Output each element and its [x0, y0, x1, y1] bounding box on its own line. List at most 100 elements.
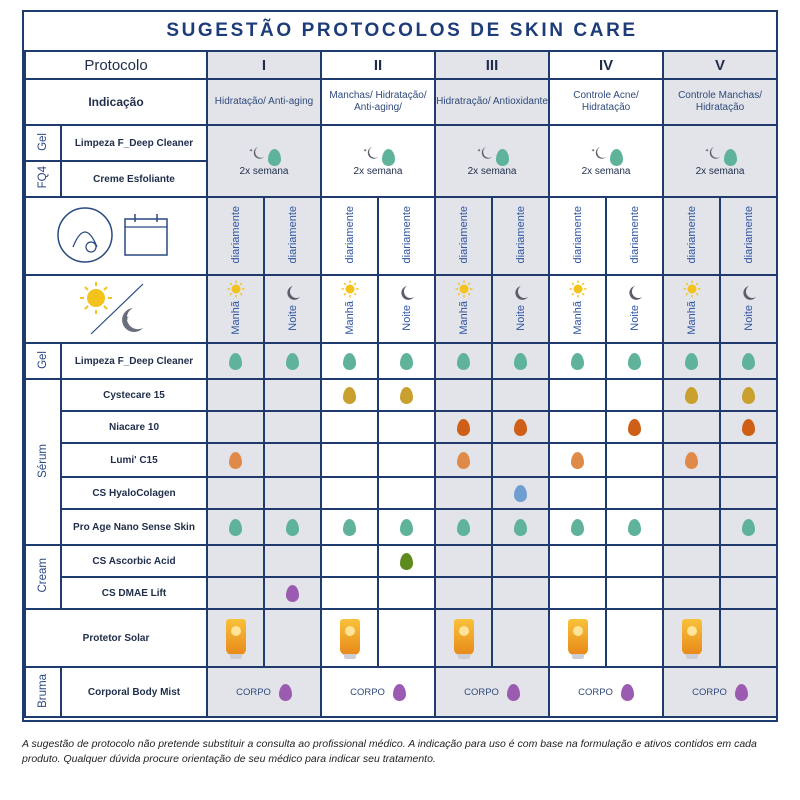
- dose-cell: [548, 410, 608, 444]
- dose-cell: [377, 410, 437, 444]
- drop-icon: [343, 386, 357, 404]
- dose-cell: [662, 476, 722, 510]
- group-label-gel-weekly: Gel: [24, 124, 62, 162]
- body-mist-cell: CORPO: [662, 666, 779, 718]
- indication-cell: Hidratação/ Anti-aging: [205, 78, 323, 126]
- drop-icon: [628, 352, 642, 370]
- face-calendar-icon: [57, 206, 168, 263]
- drop-icon: [620, 683, 634, 701]
- dose-cell: [662, 576, 722, 610]
- dose-cell: [377, 576, 437, 610]
- body-mist-cell: CORPO: [548, 666, 665, 718]
- dose-cell: [662, 442, 722, 478]
- daily-label: diariamente: [685, 205, 698, 264]
- moon-icon: [742, 286, 756, 301]
- drop-icon: [734, 683, 748, 701]
- group-label-fq4: FQ4: [24, 160, 62, 198]
- drop-icon: [742, 418, 756, 436]
- dose-cell: [320, 442, 380, 478]
- drop-icon: [514, 352, 528, 370]
- morning-cell: Manhã: [434, 274, 494, 344]
- sunscreen-cell: [320, 608, 380, 668]
- sunscreen-cell: [548, 608, 608, 668]
- weekly-frequency-cell: ✦ 2x semana: [205, 124, 323, 198]
- product-label: Niacare 10: [60, 410, 208, 444]
- daily-label: diariamente: [286, 205, 299, 264]
- product-label: Protetor Solar: [24, 608, 208, 668]
- group-label-gel: Gel: [24, 342, 62, 380]
- weekly-frequency-cell: ✦ 2x semana: [548, 124, 665, 198]
- dose-cell: [491, 378, 551, 412]
- dose-cell: [377, 342, 437, 380]
- night-cell: Noite: [491, 274, 551, 344]
- drop-icon: [571, 352, 585, 370]
- drop-icon: [571, 451, 585, 469]
- daily-label: diariamente: [343, 205, 356, 264]
- morning-label: Manhã: [571, 301, 584, 335]
- dose-cell: [206, 342, 265, 380]
- body-mist-cell: CORPO: [320, 666, 437, 718]
- night-label: Noite: [400, 305, 413, 331]
- drop-icon: [514, 418, 528, 436]
- drop-icon: [267, 149, 281, 167]
- moon-stars-icon: ✦: [705, 146, 720, 159]
- indication-cell: Controle Manchas/ Hidratação: [662, 78, 779, 126]
- dose-cell: [605, 378, 665, 412]
- product-label: CS HyaloColagen: [60, 476, 208, 510]
- dose-cell: [434, 476, 494, 510]
- group-label-serum: Sérum: [24, 378, 62, 546]
- moon-stars-icon: ✦: [249, 146, 264, 159]
- dose-cell: [262, 342, 323, 380]
- dose-cell: [262, 508, 323, 546]
- sunscreen-tube-icon: [225, 618, 246, 659]
- svg-text:✦: ✦: [363, 148, 367, 154]
- drop-icon: [400, 552, 414, 570]
- frequency-label: 2x semana: [353, 166, 403, 178]
- product-label: CS Ascorbic Acid: [60, 544, 208, 578]
- drop-icon: [685, 386, 699, 404]
- corpo-label: CORPO: [578, 686, 613, 698]
- indication-cell: Hidratração/ Antioxidante: [434, 78, 551, 126]
- moon-stars-icon: ✦: [591, 146, 606, 159]
- dose-cell: [491, 576, 551, 610]
- dose-cell: [262, 410, 323, 444]
- body-mist-cell: CORPO: [205, 666, 323, 718]
- dose-cell: [662, 508, 722, 546]
- dose-cell: [605, 410, 665, 444]
- corpo-label: CORPO: [464, 686, 499, 698]
- drop-icon: [742, 386, 756, 404]
- dose-cell: [719, 544, 779, 578]
- drop-icon: [400, 352, 414, 370]
- moon-icon: [286, 286, 300, 301]
- drop-icon: [514, 518, 528, 536]
- dose-cell: [548, 544, 608, 578]
- dose-cell: [605, 342, 665, 380]
- daily-icon-cell: [24, 196, 208, 276]
- sun-icon: [227, 280, 244, 298]
- drop-icon: [343, 518, 357, 536]
- drop-icon: [685, 451, 699, 469]
- drop-icon: [457, 352, 471, 370]
- moon-stars-icon: ✦: [477, 146, 492, 159]
- night-label: Noite: [286, 305, 299, 331]
- frequency-label: 2x semana: [239, 166, 289, 178]
- dose-cell: [548, 378, 608, 412]
- dose-cell: [605, 508, 665, 546]
- drop-icon: [628, 518, 642, 536]
- morning-cell: Manhã: [662, 274, 722, 344]
- dose-cell: [491, 508, 551, 546]
- dose-cell: [206, 378, 265, 412]
- morning-cell: Manhã: [548, 274, 608, 344]
- corpo-label: CORPO: [236, 686, 271, 698]
- sunscreen-cell: [719, 608, 779, 668]
- weekly-frequency-cell: ✦ 2x semana: [320, 124, 437, 198]
- dose-cell: [548, 476, 608, 510]
- dose-cell: [206, 544, 265, 578]
- dose-cell: [262, 544, 323, 578]
- moon-icon: [514, 286, 528, 301]
- morning-cell: Manhã: [206, 274, 265, 344]
- dose-cell: [605, 442, 665, 478]
- sunscreen-cell: [491, 608, 551, 668]
- dose-cell: [491, 544, 551, 578]
- drop-icon: [457, 418, 471, 436]
